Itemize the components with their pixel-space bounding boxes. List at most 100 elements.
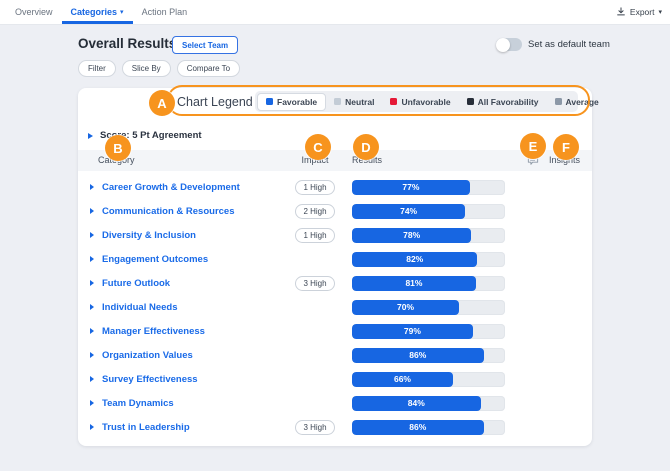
table-row: Trust in Leadership 3 High 86% [78,415,592,439]
category-link[interactable]: Organization Values [102,349,193,361]
favorable-bar-fill: 66% [352,371,453,387]
caret-right-icon[interactable] [90,184,94,190]
legend-item-all-favorability[interactable]: All Favorability [459,94,547,110]
legend-item-neutral[interactable]: Neutral [326,94,382,110]
export-button[interactable]: Export ▾ [616,0,662,24]
category-link[interactable]: Future Outlook [102,277,171,289]
tab-categories[interactable]: Categories ▾ [61,0,133,24]
favorable-bar-track: 70% [352,299,505,315]
legend-item-label: All Favorability [477,96,539,107]
chart-legend: Favorable Neutral Unfavorable All Favora… [255,91,599,112]
category-link[interactable]: Individual Needs [102,301,178,313]
tab-action-plan-label: Action Plan [141,7,188,17]
column-header-impact: Impact [301,155,329,165]
compare-to-button[interactable]: Compare To [176,60,241,77]
caret-right-icon[interactable] [90,232,94,238]
table-row: Team Dynamics 84% [78,391,592,415]
favorable-bar-fill: 86% [352,419,484,435]
annotation-badge-a: A [149,90,175,116]
tab-overview[interactable]: Overview [6,0,62,24]
table-row: Manager Effectiveness 79% [78,319,592,343]
category-link[interactable]: Survey Effectiveness [102,373,198,385]
select-team-button[interactable]: Select Team [172,36,239,54]
caret-right-icon[interactable] [90,400,94,406]
tab-action-plan[interactable]: Action Plan [133,0,197,24]
impact-badge: 1 High [295,227,335,243]
default-team-toggle[interactable] [496,37,522,52]
impact-cell: 2 High [282,203,348,219]
annotation-badge-c: C [305,134,331,160]
category-link[interactable]: Manager Effectiveness [102,325,205,337]
legend-item-average[interactable]: Average [547,94,607,110]
favorable-bar-fill: 81% [352,275,476,291]
default-team-toggle-label: Set as default team [528,39,610,50]
favorable-percent-label: 86% [409,422,427,432]
favorable-percent-label: 66% [393,374,411,384]
favorable-bar-fill: 70% [352,299,460,315]
favorable-bar-track: 84% [352,395,505,411]
export-label: Export [629,7,655,17]
favorable-percent-label: 82% [406,254,424,264]
favorable-bar-fill: 79% [352,323,473,339]
annotation-badge-f: F [553,134,579,160]
table-row: Engagement Outcomes 82% [78,247,592,271]
category-link[interactable]: Communication & Resources [102,205,235,217]
caret-right-icon[interactable] [90,208,94,214]
caret-right-icon[interactable] [90,328,94,334]
caret-right-icon[interactable] [90,280,94,286]
caret-right-icon[interactable] [90,376,94,382]
top-nav: Overview Categories ▾ Action Plan Export… [0,0,670,25]
legend-item-label: Neutral [345,96,375,107]
category-link[interactable]: Team Dynamics [102,397,174,409]
caret-right-icon[interactable] [90,424,94,430]
legend-item-label: Favorable [277,96,318,107]
legend-item-unfavorable[interactable]: Unfavorable [382,94,458,110]
score-group-label: Score: 5 Pt Agreement [100,130,202,141]
table-row: Career Growth & Development 1 High 77% [78,175,592,199]
impact-cell: 1 High [282,179,348,195]
table-row: Organization Values 86% [78,343,592,367]
download-icon [617,7,625,16]
favorable-bar-track: 78% [352,227,505,243]
favorable-swatch [266,98,273,105]
impact-badge: 1 High [295,179,335,195]
caret-right-icon[interactable] [90,256,94,262]
score-group-row[interactable]: Score: 5 Pt Agreement [88,130,202,141]
favorable-bar-track: 66% [352,371,505,387]
caret-right-icon [88,132,93,139]
category-link[interactable]: Engagement Outcomes [102,253,209,265]
favorable-percent-label: 78% [403,230,421,240]
category-link[interactable]: Career Growth & Development [102,181,240,193]
tab-overview-label: Overview [15,7,53,17]
legend-item-label: Unfavorable [401,96,451,107]
favorable-bar-fill: 82% [352,251,478,267]
favorable-bar-track: 86% [352,419,505,435]
filter-button[interactable]: Filter [78,60,116,77]
caret-right-icon[interactable] [90,304,94,310]
favorable-bar-track: 77% [352,179,505,195]
legend-item-favorable[interactable]: Favorable [257,92,327,111]
active-tab-underline [61,21,133,24]
category-link[interactable]: Trust in Leadership [102,421,190,433]
favorable-bar-fill: 78% [352,227,472,243]
favorable-bar-track: 81% [352,275,505,291]
column-header-insights: Insights [549,155,581,165]
table-row: Diversity & Inclusion 1 High 78% [78,223,592,247]
slice-by-button[interactable]: Slice By [121,60,171,77]
favorable-bar-fill: 84% [352,395,481,411]
impact-cell: 3 High [282,419,348,435]
impact-badge: 2 High [295,203,335,219]
favorable-percent-label: 74% [400,206,418,216]
table-row: Individual Needs 70% [78,295,592,319]
column-header-results: Results [352,155,383,165]
neutral-swatch [334,98,342,105]
category-link[interactable]: Diversity & Inclusion [102,229,196,241]
all-favorability-swatch [466,98,474,105]
chevron-down-icon: ▾ [120,9,124,16]
annotation-badge-d: D [353,134,379,160]
unfavorable-swatch [390,98,398,105]
favorable-percent-label: 81% [405,278,423,288]
caret-right-icon[interactable] [90,352,94,358]
favorable-bar-fill: 86% [352,347,484,363]
